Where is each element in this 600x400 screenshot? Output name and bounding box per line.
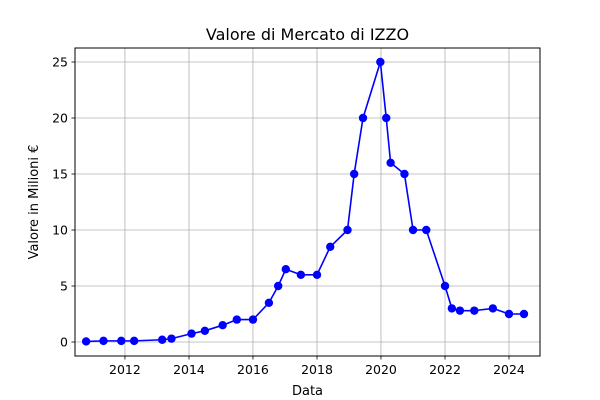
- data-point: [117, 336, 126, 346]
- x-axis-ticks: 2012 2014 2016 2018 2020 2022 2024: [109, 356, 525, 377]
- data-point: [358, 113, 368, 123]
- data-point: [167, 334, 176, 343]
- y-tick-label: 25: [52, 55, 68, 70]
- y-tick-label: 10: [52, 223, 68, 238]
- data-point: [99, 336, 108, 346]
- x-tick-label: 2014: [173, 362, 205, 377]
- y-axis-ticks: 0 5 10 15 20 25: [52, 55, 75, 350]
- grid-lines: [75, 48, 540, 356]
- data-point: [326, 242, 335, 251]
- x-tick-label: 2012: [109, 362, 141, 377]
- data-series: [81, 57, 529, 346]
- data-point: [296, 270, 306, 279]
- data-point: [81, 337, 91, 346]
- data-point: [129, 336, 139, 346]
- data-point: [349, 169, 359, 179]
- y-tick-label: 0: [60, 335, 68, 350]
- data-point: [400, 169, 409, 179]
- y-axis-label: Valore in Milioni €: [27, 145, 42, 260]
- data-point: [187, 329, 196, 338]
- data-point: [488, 304, 498, 313]
- data-point: [312, 270, 322, 279]
- data-point: [264, 298, 274, 307]
- x-axis-label: Data: [292, 384, 323, 399]
- data-point: [519, 309, 529, 319]
- data-point: [200, 326, 210, 335]
- plot-area-frame: [74, 47, 541, 357]
- x-tick-label: 2024: [493, 362, 525, 377]
- x-tick-label: 2016: [237, 362, 269, 377]
- data-point: [408, 225, 418, 235]
- data-point: [157, 335, 167, 344]
- y-tick-label: 5: [60, 279, 68, 294]
- data-point: [504, 309, 514, 319]
- x-tick-label: 2022: [429, 362, 461, 377]
- data-point: [440, 281, 450, 291]
- data-point: [218, 321, 227, 330]
- x-tick-label: 2018: [301, 362, 333, 377]
- x-tick-label: 2020: [365, 362, 397, 377]
- y-tick-label: 20: [52, 111, 68, 126]
- data-point: [376, 57, 385, 67]
- data-point: [273, 281, 283, 291]
- chart-title: Valore di Mercato di IZZO: [206, 25, 409, 44]
- data-point: [382, 113, 391, 123]
- data-point: [248, 315, 258, 324]
- data-point: [422, 225, 431, 235]
- data-point: [455, 306, 465, 315]
- data-point: [343, 225, 352, 235]
- y-tick-label: 15: [52, 167, 68, 182]
- data-point: [386, 158, 395, 167]
- data-point: [232, 315, 242, 324]
- data-point: [447, 304, 457, 313]
- data-point: [281, 265, 291, 274]
- data-point: [470, 306, 479, 315]
